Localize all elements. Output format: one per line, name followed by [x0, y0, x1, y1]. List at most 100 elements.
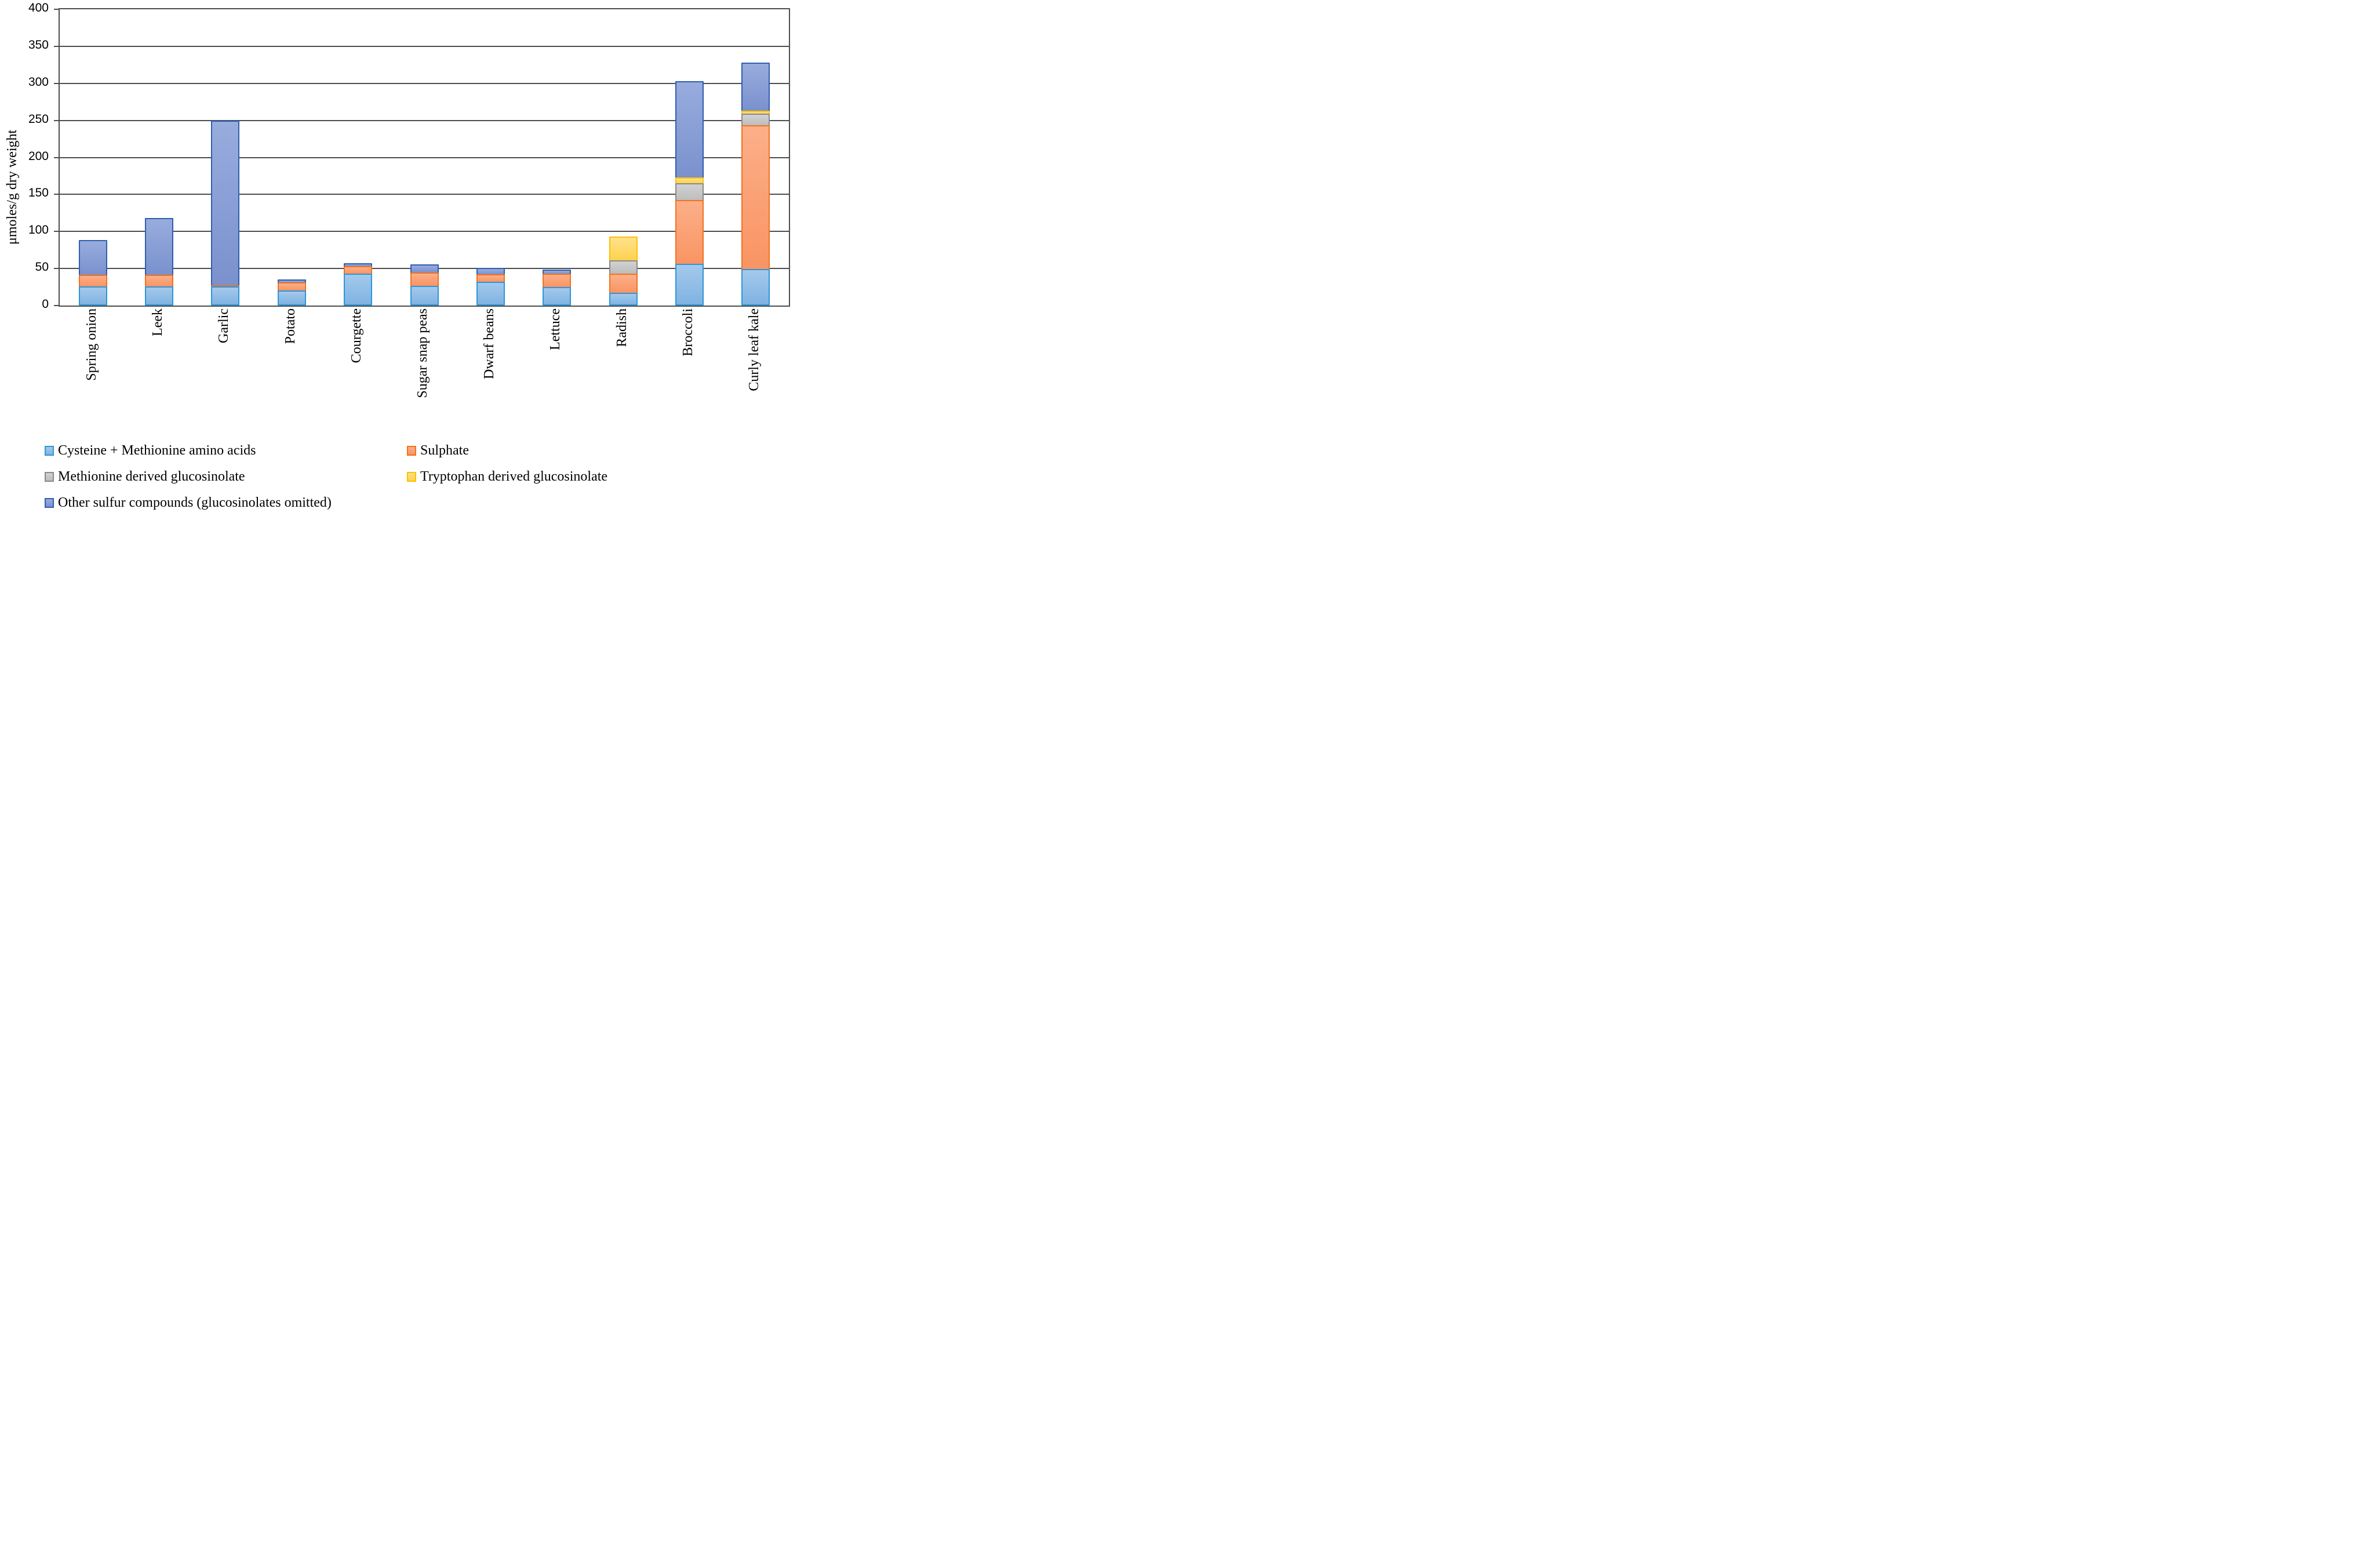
segment-other-sulfur [211, 120, 240, 286]
legend-item-methionine-glucosinolate: Methionine derived glucosinolate [45, 469, 407, 485]
x-label-courgette: Courgette [323, 308, 390, 443]
gridline-150 [60, 194, 789, 195]
y-axis-tick-200 [54, 157, 59, 158]
x-label-radish: Radish [589, 308, 655, 443]
segment-cysteine-methionine [78, 286, 107, 306]
x-label-curly-leaf-kale: Curly leaf kale [722, 308, 788, 443]
x-label-spring-onion: Spring onion [59, 308, 125, 443]
gridline-100 [60, 231, 789, 232]
y-tick-label-300: 300 [28, 75, 49, 89]
x-label-broccoli: Broccoli [655, 308, 721, 443]
bar-radish [609, 236, 638, 306]
legend-item-tryptophan-glucosinolate: Tryptophan derived glucosinolate [407, 469, 781, 485]
x-label-garlic: Garlic [191, 308, 257, 443]
gridline-200 [60, 157, 789, 158]
segment-sulphate [410, 272, 439, 287]
segment-other-sulfur [675, 81, 704, 179]
y-tick-label-150: 150 [28, 186, 49, 200]
legend-label: Sulphate [420, 443, 469, 458]
legend-swatch-other-sulfur [45, 498, 54, 508]
x-label-text: Spring onion [83, 308, 99, 381]
y-axis-tick-150 [54, 194, 59, 195]
x-label-text: Lettuce [548, 308, 563, 350]
gridline-250 [60, 119, 789, 121]
x-label-potato: Potato [257, 308, 323, 443]
x-label-text: Potato [282, 308, 298, 344]
gridline-350 [60, 45, 789, 47]
y-tick-label-200: 200 [28, 149, 49, 163]
y-tick-label-50: 50 [35, 260, 49, 274]
x-label-text: Garlic [216, 308, 232, 343]
segment-sulphate [741, 125, 770, 271]
legend-item-sulphate: Sulphate [407, 443, 781, 459]
y-axis-tick-400 [54, 9, 59, 10]
segment-cysteine-methionine [543, 287, 572, 306]
segment-cysteine-methionine [344, 274, 373, 306]
segment-other-sulfur [741, 63, 770, 112]
x-label-text: Broccoli [680, 308, 696, 357]
y-axis-tick-300 [54, 82, 59, 84]
segment-cysteine-methionine [675, 264, 704, 306]
segment-cysteine-methionine [609, 293, 638, 306]
segment-cysteine-methionine [277, 290, 306, 306]
x-label-text: Courgette [349, 308, 365, 364]
y-axis-tick-0 [54, 305, 59, 306]
x-label-leek: Leek [125, 308, 191, 443]
segment-cysteine-methionine [211, 286, 240, 306]
legend-label: Other sulfur compounds (glucosinolates o… [58, 495, 332, 510]
bar-sugar-snap-peas [410, 264, 439, 306]
segment-methionine-glucosinolate [609, 260, 638, 275]
gridline-300 [60, 82, 789, 84]
x-label-text: Curly leaf kale [747, 308, 762, 391]
y-tick-label-350: 350 [28, 38, 49, 52]
stacked-bar-chart-figure: μmoles/g dry weight 0 50 100 150 200 250 300 35… [0, 0, 794, 516]
bar-dwarf-beans [476, 268, 505, 306]
bar-potato [277, 279, 306, 306]
segment-cysteine-methionine [410, 285, 439, 306]
x-label-sugar-snap-peas: Sugar snap peas [390, 308, 456, 443]
y-axis-tick-50 [54, 268, 59, 270]
bar-leek [145, 218, 174, 306]
x-label-text: Leek [150, 308, 166, 336]
segment-sulphate [543, 273, 572, 289]
segment-sulphate [78, 275, 107, 288]
legend-item-cysteine-methionine: Cysteine + Methionine amino acids [45, 443, 407, 459]
x-label-text: Dwarf beans [481, 308, 497, 379]
bar-curly-leaf-kale [741, 63, 770, 306]
y-axis-tick-100 [54, 231, 59, 232]
x-label-lettuce: Lettuce [523, 308, 589, 443]
x-axis-labels: Spring onion Leek Garlic Potato Courgette Sug… [59, 308, 788, 443]
segment-methionine-glucosinolate [741, 114, 770, 127]
segment-tryptophan-glucosinolate [609, 236, 638, 262]
legend-swatch-cysteine-methionine [45, 446, 54, 456]
segment-sulphate [609, 273, 638, 295]
segment-other-sulfur [145, 218, 174, 277]
legend: Cysteine + Methionine amino acids Sulphat… [45, 443, 781, 511]
segment-methionine-glucosinolate [675, 183, 704, 202]
legend-swatch-sulphate [407, 446, 416, 456]
bar-broccoli [675, 81, 704, 306]
segment-sulphate [675, 200, 704, 266]
y-tick-label-400: 400 [28, 1, 49, 14]
y-tick-label-250: 250 [28, 112, 49, 126]
x-label-dwarf-beans: Dwarf beans [456, 308, 522, 443]
segment-sulphate [145, 275, 174, 288]
segment-cysteine-methionine [741, 269, 770, 306]
bar-courgette [344, 263, 373, 306]
x-label-text: Radish [614, 308, 629, 347]
legend-item-other-sulfur: Other sulfur compounds (glucosinolates o… [45, 495, 407, 511]
bar-garlic [211, 120, 240, 306]
segment-other-sulfur [78, 239, 107, 277]
y-tick-label-100: 100 [28, 223, 49, 237]
y-tick-label-0: 0 [42, 297, 49, 311]
bar-spring-onion [78, 239, 107, 306]
plot-area [54, 8, 790, 307]
segment-cysteine-methionine [145, 286, 174, 306]
y-axis-tick-350 [54, 45, 59, 47]
y-axis-tick-250 [54, 119, 59, 121]
legend-label: Methionine derived glucosinolate [58, 469, 245, 484]
segment-cysteine-methionine [476, 282, 505, 306]
legend-swatch-methionine-glucosinolate [45, 472, 54, 482]
legend-swatch-tryptophan-glucosinolate [407, 472, 416, 482]
x-label-text: Sugar snap peas [415, 308, 431, 398]
